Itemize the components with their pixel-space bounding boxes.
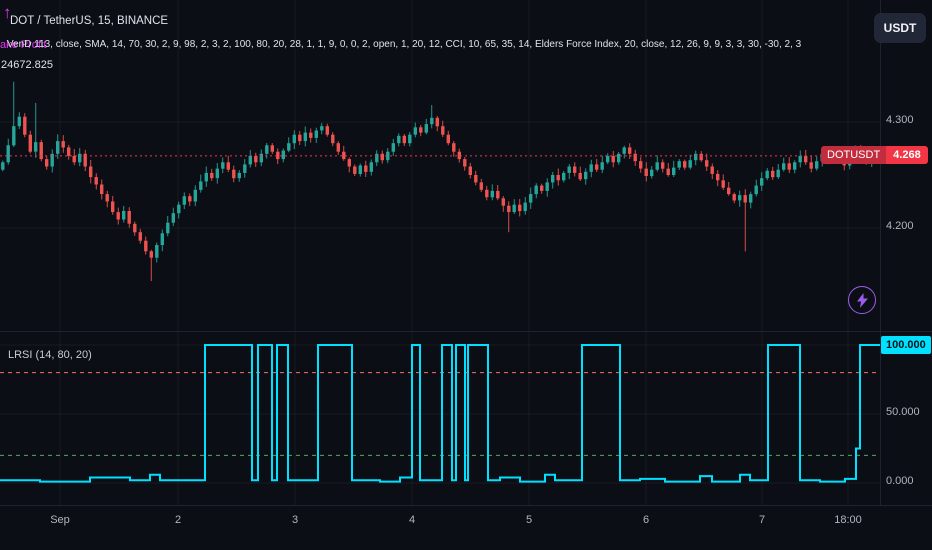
time-axis[interactable]: Sep 2 3 4 5 6 7 18:00 (0, 506, 932, 550)
lrsi-tick-label: 50.000 (886, 406, 920, 418)
time-tick-label: 7 (758, 514, 766, 526)
last-price-value: 4.268 (886, 146, 928, 164)
lrsi-legend-label[interactable]: LRSI (14, 80, 20) (8, 349, 92, 361)
price-tick-label: 4.200 (886, 220, 914, 232)
lightning-bolt-icon (856, 292, 868, 308)
time-tick-label: 18:00 (834, 514, 862, 526)
price-axis[interactable]: 4.300 4.200 50.000 0.000 (880, 0, 932, 505)
last-price-badge: DOTUSDT 4.268 (821, 146, 928, 164)
lrsi-current-badge: 100.000 (881, 336, 931, 354)
time-axis-divider (0, 505, 932, 506)
price-axis-divider (880, 0, 881, 505)
indicator-legend-line[interactable]: VenD 113, close, SMA, 14, 70, 30, 2, 9, … (7, 39, 802, 50)
candlestick-series (1, 81, 879, 281)
time-tick-label: 3 (291, 514, 299, 526)
time-tick-label: Sep (50, 514, 70, 526)
flash-trade-button[interactable] (848, 286, 876, 314)
pane-divider[interactable] (0, 331, 932, 332)
last-price-symbol: DOTUSDT (821, 146, 887, 164)
currency-toggle-button[interactable]: USDT (874, 13, 926, 43)
lrsi-tick-label: 0.000 (886, 475, 914, 487)
symbol-title[interactable]: DOT / TetherUS, 15, BINANCE (10, 15, 169, 27)
time-tick-label: 6 (642, 514, 650, 526)
lrsi-gridlines (0, 332, 880, 505)
indicator-value: 24672.825 (1, 59, 53, 71)
time-tick-label: 4 (408, 514, 416, 526)
lrsi-pane[interactable] (0, 332, 880, 505)
time-tick-label: 2 (174, 514, 182, 526)
price-pane[interactable] (0, 0, 880, 331)
up-arrow-drawing-icon[interactable]: ↑ (3, 3, 12, 22)
time-tick-label: 5 (525, 514, 533, 526)
price-tick-label: 4.300 (886, 114, 914, 126)
take-profit-label[interactable]: ake Profit (0, 39, 47, 51)
lrsi-line (0, 344, 880, 483)
